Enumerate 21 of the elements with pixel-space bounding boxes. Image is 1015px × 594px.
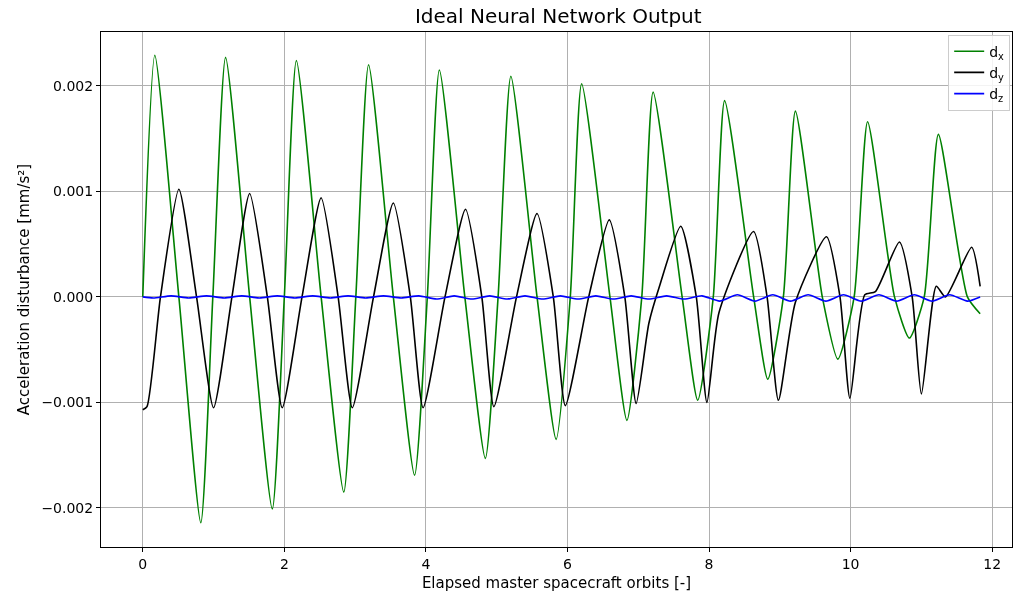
y-tick-label: 0.000	[53, 288, 94, 305]
y-axis-title: Acceleration disturbance [mm/s²]	[14, 163, 33, 416]
x-tick-label: 6	[563, 555, 573, 572]
chart-title: Ideal Neural Network Output	[414, 3, 702, 28]
legend-label: d$_{z}$	[989, 86, 1004, 104]
x-tick-label: 0	[138, 555, 148, 572]
legend-label: d$_{y}$	[989, 64, 1005, 83]
x-tick-label: 4	[421, 555, 431, 572]
y-tick-label: −0.002	[41, 499, 94, 516]
legend-label: d$_{x}$	[989, 43, 1005, 62]
y-tick-label: 0.001	[53, 183, 94, 200]
x-tick-label: 10	[841, 555, 860, 572]
line-series	[141, 54, 981, 524]
x-tick-label: 8	[704, 555, 714, 572]
x-tick-label: 2	[279, 555, 289, 572]
y-tick-label: 0.002	[53, 77, 94, 94]
x-tick-label: 12	[983, 555, 1002, 572]
line-series	[141, 188, 981, 411]
y-tick-label: −0.001	[41, 394, 94, 411]
x-axis-title: Elapsed master spacecraft orbits [-]	[421, 573, 692, 592]
line-series	[141, 293, 981, 302]
